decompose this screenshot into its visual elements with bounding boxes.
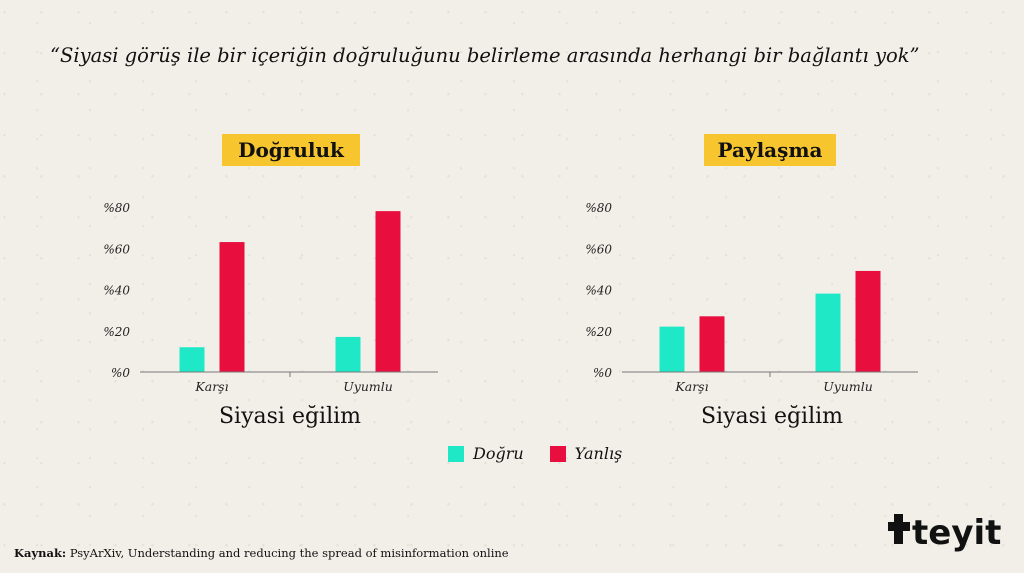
- bar-dogruluk-dogru-0: [179, 347, 205, 372]
- source-note: Kaynak: PsyArXiv, Understanding and redu…: [14, 546, 509, 560]
- bar-paylasma-dogru-0: [659, 326, 685, 372]
- legend-swatch-dogru: [448, 445, 464, 462]
- bar-paylasma-dogru-1: [815, 293, 841, 372]
- source-text: PsyArXiv, Understanding and reducing the…: [69, 546, 509, 560]
- y-tick-label-paylasma-4: %80: [585, 201, 612, 215]
- bar-paylasma-yanlis-1: [855, 270, 881, 372]
- x-axis-title-paylasma: Siyasi eğilim: [700, 404, 844, 429]
- brand-wordmark: teyit: [912, 513, 1001, 552]
- x-tick-label-dogruluk-1: Uyumlu: [343, 379, 393, 394]
- legend-swatch-yanlis: [549, 445, 566, 462]
- legend-item-dogru: Doğru: [448, 444, 524, 463]
- y-tick-label-paylasma-1: %20: [585, 325, 612, 339]
- bar-paylasma-yanlis-0: [699, 316, 725, 372]
- y-tick-label-paylasma-3: %60: [585, 242, 612, 256]
- x-tick-label-dogruluk-0: Karşı: [194, 379, 228, 394]
- source-label: Kaynak:: [14, 546, 67, 560]
- chart-title-dogruluk: Doğruluk: [222, 134, 360, 166]
- y-tick-label-paylasma-2: %40: [585, 284, 612, 298]
- bar-dogruluk-yanlis-0: [219, 242, 245, 372]
- chart-title-paylasma: Paylaşma: [704, 134, 836, 166]
- bar-dogruluk-dogru-1: [335, 336, 361, 372]
- x-tick-label-paylasma-1: Uyumlu: [823, 379, 873, 394]
- y-tick-label-dogruluk-3: %60: [103, 242, 130, 256]
- headline-quote: “Siyasi görüş ile bir içeriğin doğruluğu…: [50, 44, 920, 67]
- teyit-logo: teyit: [888, 513, 1001, 552]
- legend-label-yanlis: Yanlış: [574, 444, 623, 463]
- x-axis-title-dogruluk: Siyasi eğilim: [218, 404, 362, 429]
- y-tick-label-dogruluk-4: %80: [103, 201, 130, 215]
- y-tick-label-dogruluk-1: %20: [103, 325, 130, 339]
- bar-dogruluk-yanlis-1: [375, 211, 401, 372]
- legend: Doğru Yanlış: [448, 444, 648, 463]
- legend-label-dogru: Doğru: [473, 444, 524, 463]
- x-tick-label-paylasma-0: Karşı: [674, 379, 708, 394]
- legend-item-yanlis: Yanlış: [549, 444, 623, 463]
- y-tick-label-paylasma-0: %0: [593, 366, 612, 380]
- y-tick-label-dogruluk-2: %40: [103, 284, 130, 298]
- y-tick-label-dogruluk-0: %0: [111, 366, 130, 380]
